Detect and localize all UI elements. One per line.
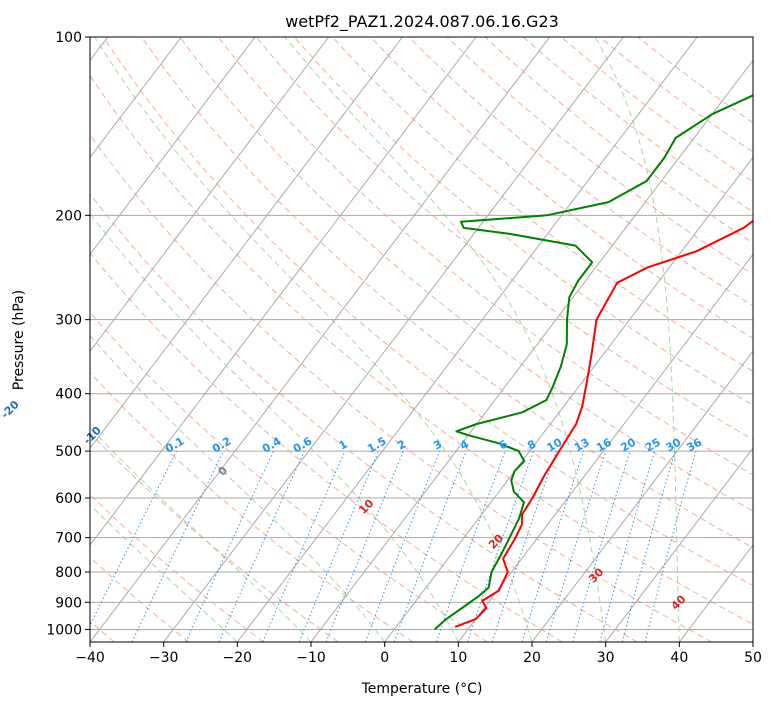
y-axis-label: Pressure (hPa) <box>11 290 27 390</box>
moist-adiabat-line <box>90 426 312 642</box>
y-tick-label: 900 <box>55 595 82 611</box>
mixing-ratio-line <box>435 450 506 642</box>
x-axis-ticks: −40 −30 −20 −10 0 10 20 30 40 50 <box>75 642 762 666</box>
x-tick-label: 30 <box>597 650 615 666</box>
profile-series <box>434 94 753 631</box>
x-tick-label: 20 <box>523 650 541 666</box>
dewpoint-profile-line <box>434 94 753 631</box>
isotherm-line <box>531 350 753 642</box>
mixing-ratio-line <box>262 450 346 642</box>
mixing-ratio-line <box>218 450 305 642</box>
dry-adiabat-line <box>293 37 753 406</box>
y-tick-label: 600 <box>55 491 82 507</box>
mixing-ratio-line <box>545 450 607 642</box>
dry-adiabat-line <box>90 371 414 642</box>
isotherm-line <box>163 37 624 642</box>
isotherm-line <box>90 37 330 353</box>
dry-adiabat-line <box>90 432 339 642</box>
moist-adiabat-line <box>284 37 607 642</box>
x-tick-label: −20 <box>223 650 253 666</box>
y-tick-label: 1000 <box>46 622 82 638</box>
mixing-ratio-line <box>521 450 585 642</box>
x-tick-label: 10 <box>449 650 467 666</box>
y-tick-label: 700 <box>55 531 82 547</box>
plot-frame <box>89 36 754 643</box>
y-tick-label: 300 <box>55 313 82 329</box>
chart-title: wetPf2_PAZ1.2024.087.06.16.G23 <box>285 12 559 32</box>
mixing-ratio-line <box>298 450 380 642</box>
y-tick-label: 100 <box>55 30 82 46</box>
x-tick-label: −40 <box>75 650 105 666</box>
y-tick-label: 800 <box>55 565 82 581</box>
moist-adiabat-line <box>90 212 459 642</box>
dry-adiabat-line <box>90 193 638 642</box>
y-axis-ticks: 100 200 300 400 500 600 700 800 900 1000 <box>46 30 90 638</box>
moist-adiabat-line <box>90 334 386 642</box>
isotherm-line <box>90 37 182 159</box>
isotherm-line <box>384 156 753 642</box>
dry-adiabat-line <box>217 37 753 476</box>
dry-adiabat-line <box>332 37 753 373</box>
mixing-ratio-line <box>599 450 656 642</box>
mixing-ratio-line <box>621 450 676 642</box>
isotherm-line <box>310 59 753 642</box>
isotherm-line <box>605 447 753 642</box>
dry-adiabat-line <box>255 37 753 441</box>
x-tick-label: −30 <box>149 650 179 666</box>
x-axis-label: Temperature (°C) <box>361 681 483 697</box>
mixing-ratio-line <box>364 450 441 642</box>
moist-adiabat-line <box>594 37 680 642</box>
y-tick-label: 200 <box>55 208 82 224</box>
moist-adiabat-line <box>94 37 533 642</box>
mixing-ratio-line <box>572 450 631 642</box>
dry-adiabat-line <box>90 134 712 642</box>
x-tick-label: 40 <box>670 650 688 666</box>
isotherm-line <box>90 37 403 449</box>
mixing-ratio-line <box>90 450 178 627</box>
isotherm-line <box>90 37 477 546</box>
isotherm-line <box>236 37 698 642</box>
mixing-ratio-line <box>491 450 557 642</box>
x-tick-label: −10 <box>296 650 326 666</box>
mixing-ratio-line <box>644 450 697 642</box>
isotherm-line <box>90 37 551 642</box>
line-labels: 0.10.20.40.611.52346810131620253036-100-… <box>0 398 704 613</box>
mixing-ratio-line <box>393 450 467 642</box>
background-lines <box>90 37 753 642</box>
x-tick-label: 50 <box>744 650 762 666</box>
temperature-profile-line <box>454 219 753 628</box>
x-tick-label: 0 <box>380 650 389 666</box>
plot-area <box>90 37 753 642</box>
isotherm-line <box>90 37 256 256</box>
moist-adiabat-line <box>90 503 238 642</box>
y-tick-label: 500 <box>55 444 82 460</box>
mixing-ratio-line <box>325 450 404 642</box>
y-tick-label: 400 <box>55 387 82 403</box>
isotherm-line <box>457 253 753 642</box>
